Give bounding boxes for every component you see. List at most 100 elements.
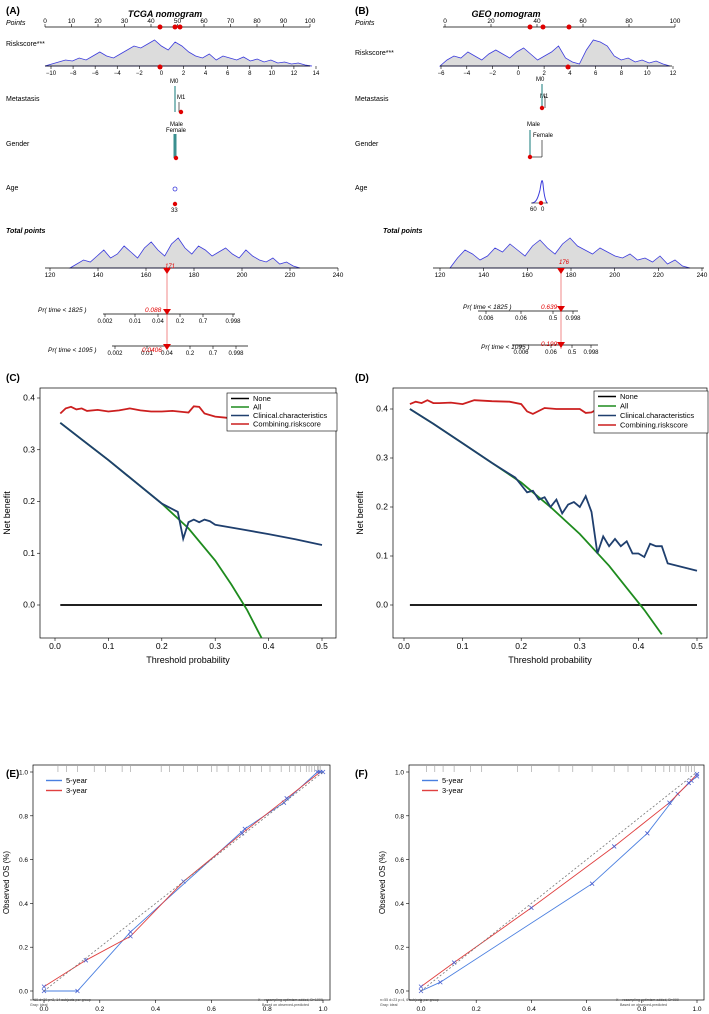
y-tick-label: 0.0	[395, 989, 404, 996]
data-point	[611, 844, 617, 849]
y-tick-label: 0.2	[19, 945, 28, 952]
y-axis-label: Observed OS (%)	[2, 851, 11, 914]
footnote: Based on observed-predicted	[620, 1003, 667, 1007]
points-row-label: Points	[355, 20, 375, 27]
pr1095-label: Pr( time < 1095 )	[48, 347, 97, 354]
tick-label: 140	[478, 272, 489, 279]
y-tick-label: 0.0	[376, 600, 388, 610]
series-line-combining-riskscore	[409, 399, 610, 415]
riskscore-row-label: Riskscore***	[355, 50, 394, 57]
riskscore-density	[438, 39, 671, 67]
tick-label: 100	[670, 18, 681, 25]
data-point	[83, 958, 89, 963]
riskscore-marker	[565, 64, 571, 70]
tick-label: 0.002	[97, 319, 113, 325]
tick-label: 160	[141, 272, 152, 279]
total-points-label: Total points	[6, 228, 46, 235]
male-label: Male	[170, 122, 184, 128]
pr1825-ticks: 0.002 0.01 0.04 0.2 0.7 0.998	[97, 314, 241, 325]
legend-label: All	[620, 402, 629, 411]
tick-label: 20	[94, 18, 102, 25]
tick-label: 0.2	[186, 351, 195, 357]
panel-d-label: (D)	[355, 373, 369, 384]
legend-label: All	[253, 403, 262, 412]
tick-label: 0.006	[478, 316, 494, 322]
tick-label: 0	[517, 71, 521, 77]
tick-label: 120	[435, 272, 446, 279]
data-point	[75, 988, 80, 994]
tick-label: 0.998	[225, 319, 241, 325]
y-tick-label: 1.0	[395, 770, 404, 777]
point-marker	[566, 24, 572, 30]
tick-label: 100	[305, 18, 316, 25]
tick-label: 0.006	[513, 350, 529, 356]
female-label: Female	[533, 133, 554, 139]
pr1095-ticks: 0.002 0.01 0.04 0.2 0.7 0.998	[107, 346, 244, 357]
tick-label: 0.01	[129, 319, 141, 325]
tick-label: 0	[43, 18, 47, 25]
tick-label: 14	[313, 71, 320, 77]
tick-label: 80	[625, 18, 633, 25]
tick-label: 0	[160, 71, 164, 77]
y-tick-label: 1.0	[19, 770, 28, 777]
y-tick-label: 0.3	[23, 444, 35, 454]
tick-label: 6	[226, 71, 230, 77]
legend-label: Combining.riskscore	[620, 421, 688, 430]
tick-label: 0.998	[583, 350, 599, 356]
x-tick-label: 0.2	[95, 1006, 104, 1013]
data-point	[645, 831, 650, 836]
tick-label: −6	[92, 71, 100, 77]
tick-label: 180	[189, 272, 200, 279]
age-marker	[538, 200, 544, 206]
tick-label: 0.2	[176, 319, 185, 325]
tick-label: 120	[45, 272, 56, 279]
y-tick-label: 0.4	[376, 404, 388, 414]
tick-label: 4	[568, 71, 572, 77]
riskscore-row-label: Riskscore***	[6, 41, 45, 48]
tick-label: −2	[489, 71, 497, 77]
m0-label: M0	[536, 77, 545, 83]
tick-label: 2	[182, 71, 186, 77]
total-points-density	[449, 237, 691, 269]
panel-f-calibration-chart: 0.00.20.40.60.81.00.00.20.40.60.81.0Nomo…	[378, 764, 705, 1013]
y-tick-label: 0.8	[19, 813, 28, 820]
riskscore-density	[44, 39, 313, 67]
arrow-head	[163, 344, 171, 350]
data-point	[418, 984, 424, 989]
y-axis-label: Net benefit	[2, 491, 12, 535]
tick-label: 0.7	[199, 319, 208, 325]
x-tick-label: 0.8	[263, 1006, 272, 1013]
age-density	[531, 180, 548, 204]
x-tick-label: 1.0	[318, 1006, 327, 1013]
point-marker	[177, 24, 183, 30]
y-tick-label: 0.1	[376, 551, 388, 561]
pr1825-value: 0.639	[541, 304, 558, 311]
tick-label: 0.06	[545, 350, 557, 356]
plot-frame	[32, 764, 331, 1001]
tick-label: 2	[542, 71, 546, 77]
metastasis-row-label: Metastasis	[6, 96, 40, 103]
metastasis-row-label: Metastasis	[355, 96, 389, 103]
x-axis-label: Threshold probability	[146, 655, 230, 665]
tick-label: 10	[644, 71, 651, 77]
footnote: Based on observed-predicted	[262, 1003, 309, 1007]
pr1825-label: Pr( time < 1825 )	[38, 307, 87, 314]
panel-c-label: (C)	[6, 373, 20, 384]
tick-label: 6	[594, 71, 598, 77]
tick-label: 60	[579, 18, 587, 25]
tick-label: 30	[121, 18, 129, 25]
plot-frame	[408, 764, 705, 1001]
point-marker	[172, 24, 178, 30]
data-point	[41, 984, 47, 989]
panel-c-dca-chart: 0.0 0.1 0.2 0.3 0.4 0.5 0.0 0.1 0.2 0.3 0.4 Thresho…	[2, 387, 338, 665]
y-axis-label: Net benefit	[355, 491, 365, 535]
y-tick-label: 0.1	[23, 548, 35, 558]
tick-label: 4	[204, 71, 208, 77]
data-point	[694, 771, 700, 777]
pr1825-value: 0.088	[145, 307, 162, 314]
series-line-ideal	[420, 771, 698, 992]
tick-label: −6	[438, 71, 446, 77]
tick-label: −4	[463, 71, 471, 77]
